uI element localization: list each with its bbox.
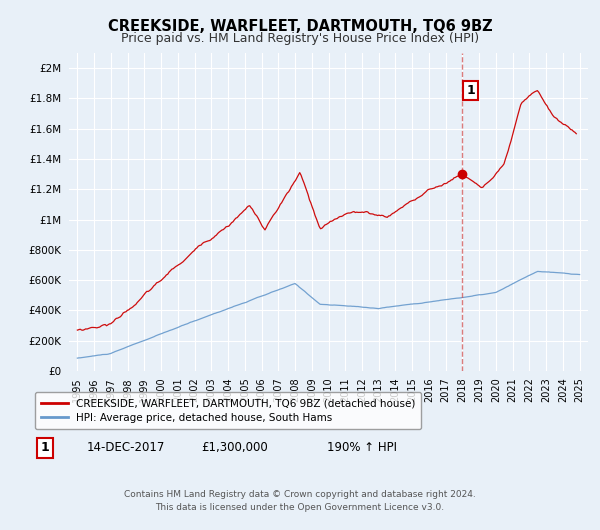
Text: 14-DEC-2017: 14-DEC-2017 [87, 441, 166, 454]
Text: 190% ↑ HPI: 190% ↑ HPI [327, 441, 397, 454]
Text: Price paid vs. HM Land Registry's House Price Index (HPI): Price paid vs. HM Land Registry's House … [121, 32, 479, 45]
Legend: CREEKSIDE, WARFLEET, DARTMOUTH, TQ6 9BZ (detached house), HPI: Average price, de: CREEKSIDE, WARFLEET, DARTMOUTH, TQ6 9BZ … [35, 392, 421, 429]
Text: Contains HM Land Registry data © Crown copyright and database right 2024.
This d: Contains HM Land Registry data © Crown c… [124, 490, 476, 511]
Text: 1: 1 [467, 84, 475, 97]
Text: £1,300,000: £1,300,000 [201, 441, 268, 454]
Text: 1: 1 [41, 441, 49, 454]
Text: CREEKSIDE, WARFLEET, DARTMOUTH, TQ6 9BZ: CREEKSIDE, WARFLEET, DARTMOUTH, TQ6 9BZ [107, 19, 493, 33]
